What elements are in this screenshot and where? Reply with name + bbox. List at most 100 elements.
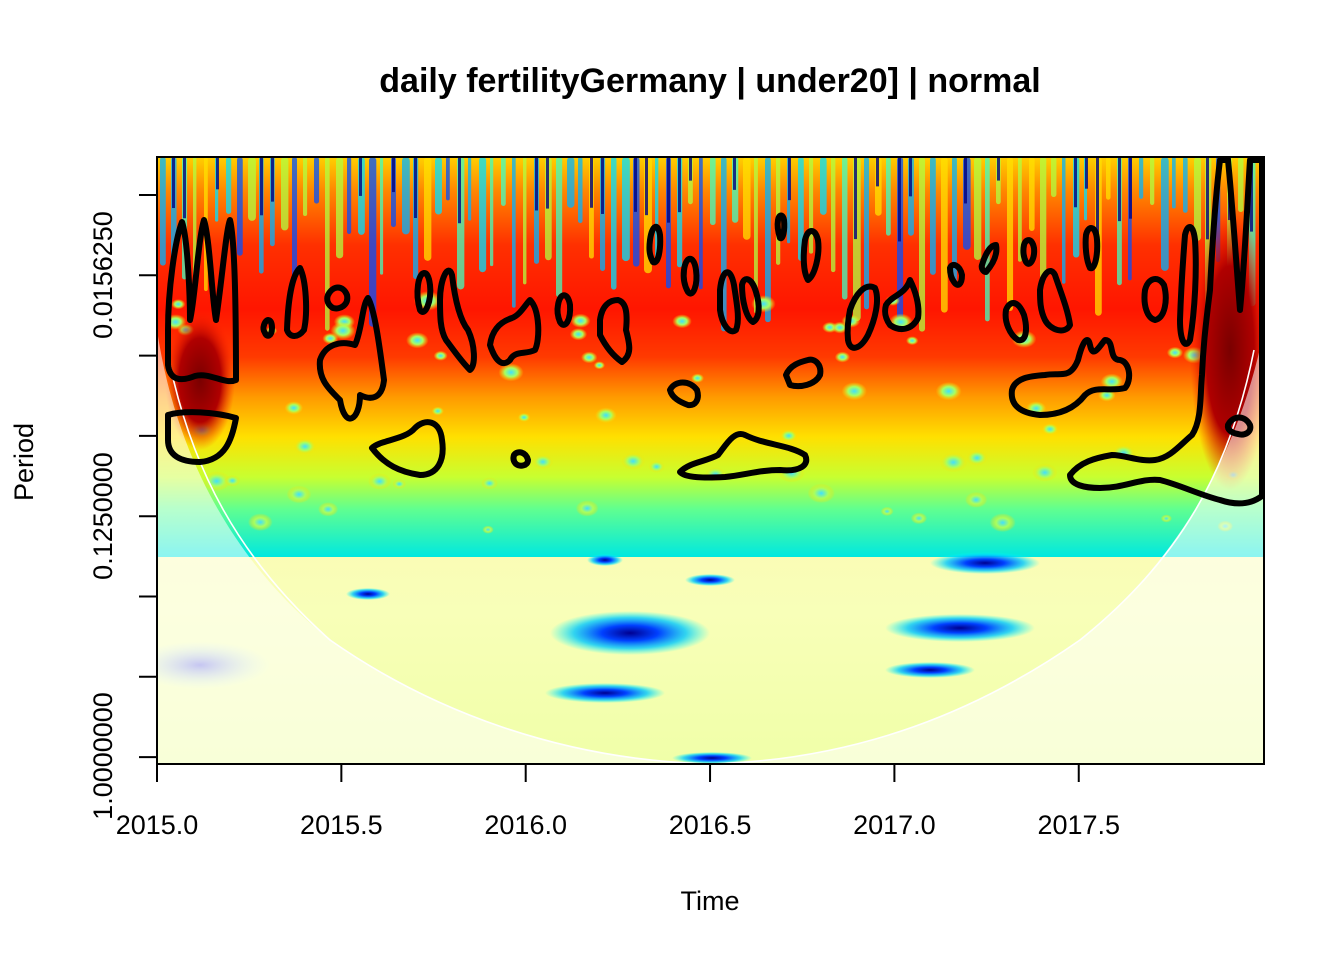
power-spot [433,350,448,361]
significance-contour [284,265,310,339]
power-spot [202,471,231,492]
power-stripe [1007,157,1014,312]
power-stripe [271,157,274,202]
power-stripe [788,157,791,201]
power-stripe [876,157,879,187]
y-axis-label: Period [9,423,39,501]
power-spot [841,382,867,401]
significance-contour [677,431,810,481]
power-stripe [952,157,957,283]
power-stripe [160,157,166,266]
power-stripe [941,157,948,313]
power-spot [939,452,968,473]
cone-of-influence-shade [157,330,1264,764]
power-stripe [1161,157,1169,271]
power-stripe [864,157,870,310]
power-stripe [578,157,583,224]
power-spot [498,363,524,382]
power-stripe [435,157,442,215]
power-spot [580,351,598,364]
power-spot [989,513,1016,533]
power-spot [906,336,919,346]
low-power-blob [930,552,1040,574]
power-spot [1100,373,1123,390]
x-tick-label: 2017.5 [1037,810,1120,840]
low-power-blob [545,683,665,703]
power-stripe [590,157,593,208]
significance-contour [510,449,531,469]
power-spot [569,328,588,341]
power-stripe [765,157,771,323]
power-spot [910,512,928,525]
power-spot [330,321,356,340]
significance-contour [667,379,701,409]
power-spot [1160,514,1172,523]
power-spot [621,452,646,470]
power-stripe [898,157,901,242]
significance-contour [1141,276,1169,323]
significance-contour [165,409,239,465]
x-tick-label: 2016.5 [669,810,752,840]
x-axis-label: Time [681,886,740,916]
power-spot [1032,463,1058,482]
power-spot [831,321,849,334]
significance-contour [414,270,434,315]
power-stripe [556,157,563,298]
x-tick-label: 2016.0 [484,810,567,840]
power-stripe [392,157,395,193]
y-tick-label: 1.0000000 [88,692,118,820]
power-stripe [468,157,472,221]
power-stripe [776,157,781,265]
power-spot [431,406,444,416]
power-spot [406,332,429,349]
significance-contour [1037,268,1073,334]
power-stripe [402,157,410,235]
y-tick-label: 0.1250000 [88,452,118,580]
power-stripe [314,157,320,204]
power-spot [1166,346,1184,359]
power-stripe [678,157,681,213]
power-stripe [1139,157,1144,199]
significance-contour [800,228,822,283]
power-spot [780,429,798,442]
power-spot [672,314,692,329]
power-spot [648,460,665,473]
power-stripe [1051,157,1057,198]
power-spot [691,373,705,383]
x-tick-label: 2017.0 [853,810,936,840]
x-tick-label: 2015.5 [300,810,383,840]
power-stripe [281,157,289,231]
power-spot [935,381,962,401]
significance-contour [717,269,741,335]
power-stripe [501,157,506,206]
plot-area [157,157,1264,764]
power-stripe [1183,157,1188,213]
significance-contour [1224,414,1254,438]
power-spot [481,477,498,490]
power-spot [224,475,241,487]
power-stripe [183,157,186,219]
y-axis: 0.0156250 0.1250000 1.0000000 [88,194,158,820]
power-stripe [1040,157,1047,280]
power-stripe [380,157,384,275]
significance-contour [554,292,574,328]
power-stripe [1206,157,1209,240]
significance-contour [783,356,824,390]
low-power-blob [685,574,735,586]
significance-contour [844,283,880,351]
power-stripe [909,157,912,197]
significance-contour [437,267,477,373]
power-stripe [1018,157,1022,262]
power-stripe [424,157,432,261]
power-spot [248,513,273,531]
power-spot [807,483,835,503]
power-stripe [601,157,604,214]
power-stripe [1106,157,1111,200]
significance-contours [165,157,1264,507]
power-stripe [1085,157,1088,189]
power-stripe [974,157,982,260]
significance-contour [1177,224,1199,347]
power-stripe [1096,157,1099,237]
power-stripe [523,157,527,285]
